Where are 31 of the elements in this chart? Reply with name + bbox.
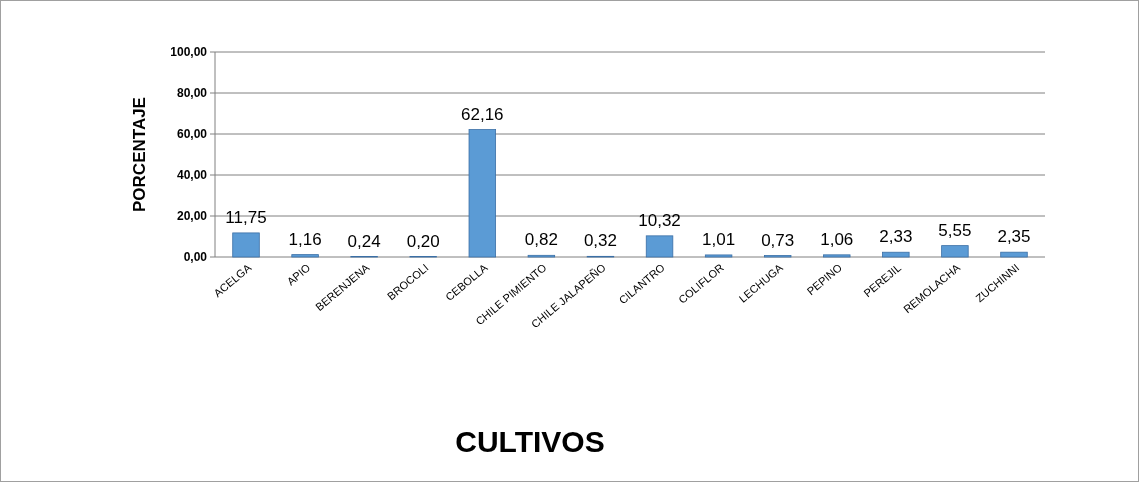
- y-tick-label: 80,00: [176, 86, 208, 101]
- bar: [291, 254, 319, 258]
- data-label: 0,73: [761, 230, 795, 250]
- data-label: 10,32: [638, 210, 681, 230]
- data-label: 0,24: [347, 231, 381, 251]
- bar: [645, 235, 674, 258]
- y-tick-label: 40,00: [176, 168, 208, 183]
- data-label: 1,01: [702, 229, 736, 249]
- data-label: 1,06: [820, 229, 854, 249]
- bar: [882, 251, 910, 258]
- y-tick-label: 60,00: [176, 127, 208, 142]
- data-label: 5,55: [938, 220, 972, 240]
- data-label: 11,75: [225, 207, 267, 227]
- data-label: 62,16: [461, 104, 504, 124]
- bar: [232, 232, 260, 258]
- bar: [1000, 251, 1028, 258]
- data-label: 1,16: [288, 229, 322, 249]
- bar: [468, 129, 496, 258]
- data-label: 0,32: [583, 231, 618, 251]
- bar: [941, 245, 969, 258]
- data-label: 0,82: [524, 230, 558, 250]
- data-label: 2,35: [997, 227, 1031, 247]
- y-tick-label: 20,00: [176, 209, 208, 224]
- data-label: 0,20: [406, 231, 440, 251]
- y-axis-title: PORCENTAJE: [130, 97, 149, 212]
- y-tick-label: 100,00: [170, 45, 208, 60]
- data-label: 2,33: [879, 227, 913, 247]
- bar: [823, 254, 851, 258]
- bar: [704, 254, 733, 258]
- y-tick-label: 0,00: [183, 250, 208, 265]
- x-axis-title: CULTIVOS: [455, 425, 605, 458]
